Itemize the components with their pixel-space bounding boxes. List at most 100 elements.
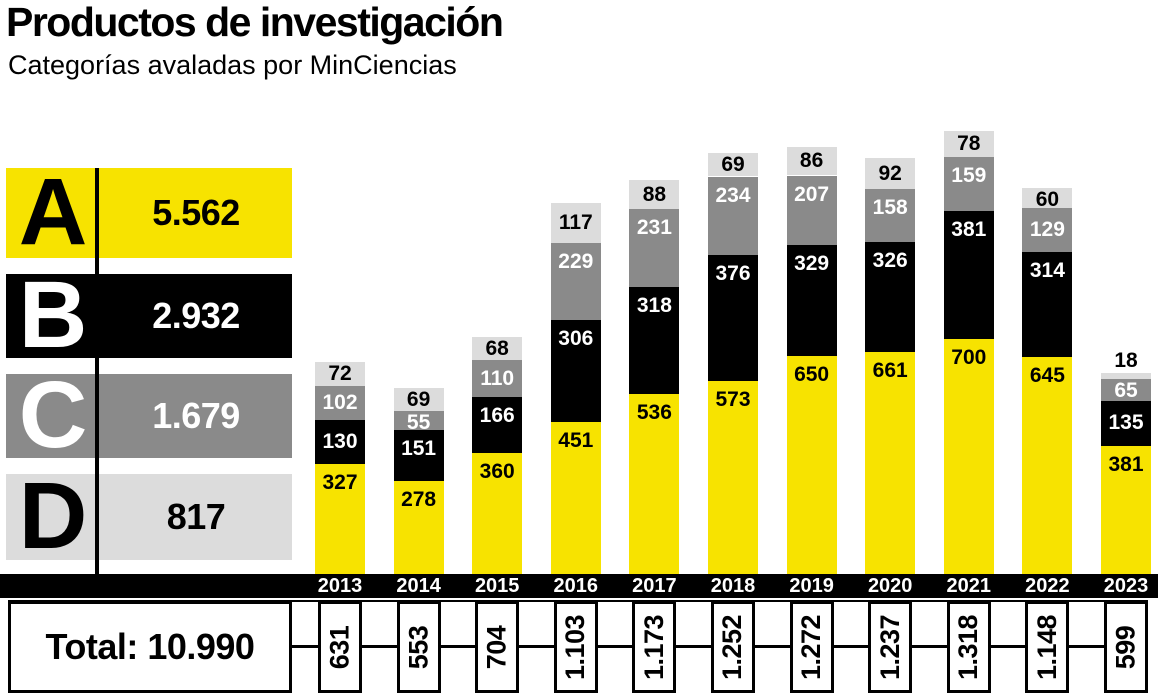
legend-row-b: B 2.932 xyxy=(6,262,292,369)
year-label-2017: 2017 xyxy=(632,575,677,597)
bar-value-label-2016-D: 117 xyxy=(558,211,593,235)
bar-value-label-2021-B: 381 xyxy=(951,217,987,241)
bar-value-label-2019-C: 207 xyxy=(794,182,830,206)
bar-segment-2021-D xyxy=(943,131,994,158)
bar-value-label-2020-D: 92 xyxy=(878,161,902,185)
year-total-box-2022: 1.148 xyxy=(1025,601,1070,693)
year-label-2015: 2015 xyxy=(474,575,520,597)
bar-segment-2023-D xyxy=(1101,372,1151,379)
bar-segment-2016-C xyxy=(550,242,601,320)
bar-value-label-2018-C: 234 xyxy=(715,183,751,207)
bar-segment-2023-B xyxy=(1101,400,1151,446)
bar-segment-2014-C xyxy=(393,411,444,430)
bar-segment-2023-A xyxy=(1101,445,1151,574)
bar-value-label-2014-A: 278 xyxy=(401,487,437,511)
page-subtitle: Categorías avaladas por MinCiencias xyxy=(8,50,457,80)
bar-value-label-2017-D: 88 xyxy=(642,182,667,206)
bar-value-label-2018-A: 573 xyxy=(715,388,751,412)
totals-row-connector-line xyxy=(290,645,1130,648)
bar-segment-2017-A xyxy=(629,393,680,574)
legend-letter-d: D xyxy=(18,463,88,570)
year-total-value-2014: 553 xyxy=(403,625,434,669)
bar-segment-2019-D xyxy=(786,146,837,176)
year-total-value-2018: 1.252 xyxy=(717,614,748,680)
bar-segment-2013-B xyxy=(315,420,365,465)
bar-segment-2018-C xyxy=(708,176,758,256)
year-total-value-2013: 631 xyxy=(324,625,355,669)
year-total-value-2020: 1.237 xyxy=(874,614,905,680)
year-label-2016: 2016 xyxy=(553,575,599,597)
bar-value-label-2013-C: 102 xyxy=(322,391,358,415)
year-total-box-2015: 704 xyxy=(475,601,520,693)
bar-segment-2016-D xyxy=(550,203,601,243)
bar-segment-2014-B xyxy=(393,429,444,481)
year-label-2018: 2018 xyxy=(710,575,756,597)
bar-segment-2021-C xyxy=(943,157,994,211)
year-total-box-2013: 631 xyxy=(318,601,362,693)
bar-segment-2014-A xyxy=(393,480,444,574)
bar-value-label-2015-C: 110 xyxy=(480,366,515,390)
bar-segment-2019-C xyxy=(786,175,837,246)
bar-value-label-2021-A: 700 xyxy=(951,345,987,369)
bar-value-label-2019-A: 650 xyxy=(794,362,830,386)
bar-value-label-2022-B: 314 xyxy=(1029,258,1065,282)
year-label-2020: 2020 xyxy=(867,575,913,597)
bar-value-label-2023-D: 18 xyxy=(1114,348,1138,372)
bar-value-label-2015-A: 360 xyxy=(479,460,515,484)
bar-value-label-2017-B: 318 xyxy=(636,294,672,318)
bar-segment-2018-A xyxy=(708,381,758,574)
bar-segment-2020-B xyxy=(865,242,916,352)
year-total-value-2023: 599 xyxy=(1110,625,1141,669)
bar-value-label-2014-D: 69 xyxy=(406,388,431,412)
year-total-box-2014: 553 xyxy=(396,601,441,693)
year-total-value-2015: 704 xyxy=(481,625,512,669)
legend-letter-a: A xyxy=(18,159,88,266)
bar-segment-2018-D xyxy=(708,153,758,177)
grand-total-box: Total: 10.990 xyxy=(8,601,292,693)
bar-segment-2021-A xyxy=(943,338,994,574)
bar-segment-2013-C xyxy=(315,386,365,421)
bar-value-label-2017-C: 231 xyxy=(636,216,672,240)
legend-value-b: 2.932 xyxy=(152,295,240,336)
page-title: Productos de investigación xyxy=(6,0,504,45)
bar-value-label-2020-A: 661 xyxy=(872,358,908,382)
year-label-2019: 2019 xyxy=(789,575,834,597)
bar-value-label-2022-A: 645 xyxy=(1029,364,1065,388)
bar-value-label-2018-B: 376 xyxy=(715,262,751,286)
year-label-2014: 2014 xyxy=(396,575,441,597)
legend-letter-c: C xyxy=(18,362,88,469)
year-label-2021: 2021 xyxy=(946,575,992,597)
bar-value-label-2021-C: 159 xyxy=(951,164,987,188)
bar-value-label-2016-A: 451 xyxy=(558,429,594,453)
bar-segment-2020-D xyxy=(865,158,916,190)
year-total-box-2018: 1.252 xyxy=(711,601,755,693)
bar-segment-2020-A xyxy=(865,351,916,574)
bar-value-label-2020-B: 326 xyxy=(872,249,908,273)
bar-value-label-2014-C: 55 xyxy=(406,411,431,435)
bar-segment-2022-D xyxy=(1022,188,1073,209)
legend-value-d: 817 xyxy=(166,496,226,537)
bar-segment-2015-A xyxy=(472,453,523,574)
year-label-2013: 2013 xyxy=(317,575,363,597)
bar-segment-2022-A xyxy=(1022,357,1073,574)
bar-segment-2017-B xyxy=(629,287,680,394)
bar-value-label-2020-C: 158 xyxy=(872,196,908,220)
legend-value-a: 5.562 xyxy=(152,192,240,233)
bar-segment-2014-D xyxy=(393,388,444,412)
bar-segment-2019-B xyxy=(786,245,837,356)
legend-value-c: 1.679 xyxy=(152,395,240,436)
bar-segment-2018-B xyxy=(708,255,758,382)
bar-segment-2015-D xyxy=(472,337,523,361)
bar-segment-2016-B xyxy=(550,319,601,423)
bar-segment-2017-C xyxy=(629,209,680,288)
year-total-value-2016: 1.103 xyxy=(560,614,591,680)
legend-letter-b: B xyxy=(18,262,88,369)
year-total-box-2023: 599 xyxy=(1104,601,1148,693)
grand-total-label: Total: 10.990 xyxy=(45,626,255,667)
bar-value-label-2013-A: 327 xyxy=(322,471,358,495)
bar-value-label-2017-A: 536 xyxy=(636,400,672,424)
year-total-value-2022: 1.148 xyxy=(1031,614,1062,680)
bar-value-label-2022-C: 129 xyxy=(1029,218,1065,242)
year-total-box-2017: 1.173 xyxy=(632,601,677,693)
bar-value-label-2023-C: 65 xyxy=(1114,378,1138,402)
